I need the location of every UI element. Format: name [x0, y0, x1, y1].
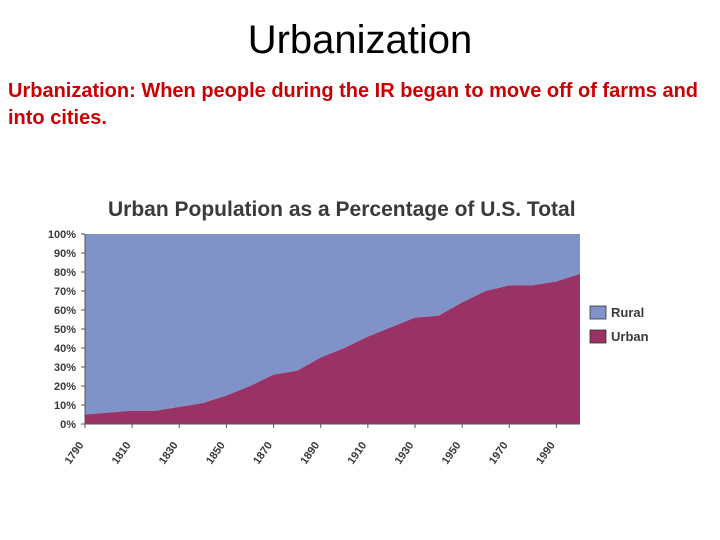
legend-swatch-urban — [589, 329, 607, 344]
x-tick-label: 1990 — [534, 440, 558, 467]
slide-title: Urbanization — [247, 18, 473, 62]
x-axis: 1790 1810 1830 1850 1870 1890 1910 1930 1950 1970… — [63, 423, 580, 467]
x-tick-label: 1890 — [298, 440, 322, 467]
y-tick-label: 90% — [54, 248, 76, 260]
y-tick-label: 80% — [54, 267, 76, 279]
x-tick-label: 1850 — [204, 440, 228, 467]
x-tick-label: 1910 — [345, 440, 369, 467]
legend-swatch-rural — [589, 305, 607, 320]
x-tick-label: 1930 — [393, 440, 417, 467]
y-tick-label: 20% — [54, 381, 76, 393]
y-tick-label: 70% — [54, 286, 76, 298]
legend-label-rural: Rural — [611, 305, 644, 320]
x-tick-label: 1870 — [251, 440, 275, 467]
y-tick-label: 10% — [54, 400, 76, 412]
series-area-urban — [85, 273, 580, 424]
slide-body-text: Urbanization: When people during the IR … — [8, 80, 699, 129]
x-tick-label: 1830 — [157, 440, 181, 467]
y-tick-label: 60% — [54, 305, 76, 317]
y-tick-label: 50% — [54, 324, 76, 336]
plot-area — [85, 234, 580, 424]
chart-title: Urban Population as a Percentage of U.S.… — [108, 198, 576, 221]
legend: Rural Urban — [589, 305, 649, 344]
y-tick-label: 0% — [60, 419, 76, 431]
legend-label-urban: Urban — [611, 329, 649, 344]
x-tick-label: 1810 — [110, 440, 134, 467]
x-tick-label: 1970 — [487, 440, 511, 467]
y-axis: 0% 10% 20% 30% 40% 50% 60% 70% 80% 90% 100% — [48, 229, 86, 431]
y-tick-label: 100% — [48, 229, 76, 241]
x-tick-label: 1950 — [440, 440, 464, 467]
x-tick-label: 1790 — [63, 440, 87, 467]
y-tick-label: 30% — [54, 362, 76, 374]
series-area-rural — [85, 234, 580, 415]
y-tick-label: 40% — [54, 343, 76, 355]
